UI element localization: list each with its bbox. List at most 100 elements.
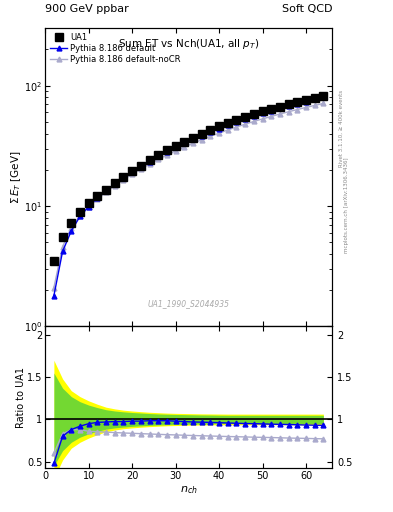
Pythia 8.186 default [252,113,256,119]
Pythia 8.186 default [77,214,82,220]
Text: 900 GeV ppbar: 900 GeV ppbar [45,4,129,14]
Text: Soft QCD: Soft QCD [282,4,332,14]
Pythia 8.186 default-noCR [269,113,274,119]
UA1 [51,258,56,264]
Pythia 8.186 default-noCR [217,130,221,136]
Y-axis label: $\Sigma\,E_T$ [GeV]: $\Sigma\,E_T$ [GeV] [9,151,23,204]
Pythia 8.186 default [208,129,213,135]
UA1 [252,111,256,117]
Text: UA1_1990_S2044935: UA1_1990_S2044935 [148,300,230,309]
Pythia 8.186 default [51,293,56,299]
Pythia 8.186 default [182,140,187,146]
UA1 [86,200,91,206]
Pythia 8.186 default-noCR [286,109,291,115]
Y-axis label: Ratio to UA1: Ratio to UA1 [16,367,26,428]
Text: Sum ET vs Nch(UA1, all $p_T$): Sum ET vs Nch(UA1, all $p_T$) [118,37,259,51]
Pythia 8.186 default-noCR [295,106,300,113]
Line: Pythia 8.186 default: Pythia 8.186 default [51,95,326,298]
Line: UA1: UA1 [50,92,327,265]
UA1 [295,99,300,105]
Pythia 8.186 default-noCR [60,244,65,250]
Pythia 8.186 default-noCR [69,225,73,231]
Pythia 8.186 default-noCR [104,189,108,196]
UA1 [77,208,82,215]
Line: Pythia 8.186 default-noCR: Pythia 8.186 default-noCR [51,101,326,290]
Pythia 8.186 default [191,136,195,142]
Pythia 8.186 default [147,159,152,165]
Pythia 8.186 default-noCR [86,204,91,210]
Pythia 8.186 default-noCR [243,121,248,127]
Pythia 8.186 default [277,105,282,112]
UA1 [234,117,239,123]
UA1 [104,187,108,194]
Legend: UA1, Pythia 8.186 default, Pythia 8.186 default-noCR: UA1, Pythia 8.186 default, Pythia 8.186 … [48,32,182,66]
Pythia 8.186 default [234,119,239,125]
UA1 [138,163,143,169]
Pythia 8.186 default-noCR [51,285,56,291]
Pythia 8.186 default [243,116,248,122]
Pythia 8.186 default-noCR [191,140,195,146]
Text: mcplots.cern.ch [arXiv:1306.3436]: mcplots.cern.ch [arXiv:1306.3436] [344,157,349,252]
Pythia 8.186 default-noCR [165,152,169,158]
Pythia 8.186 default-noCR [260,116,265,122]
UA1 [208,126,213,133]
Pythia 8.186 default-noCR [199,137,204,143]
UA1 [312,95,317,101]
Pythia 8.186 default-noCR [95,196,100,202]
Pythia 8.186 default-noCR [226,127,230,133]
UA1 [243,114,248,120]
Pythia 8.186 default [130,169,134,175]
Pythia 8.186 default-noCR [147,161,152,167]
Pythia 8.186 default [173,144,178,151]
Pythia 8.186 default [156,154,161,160]
Pythia 8.186 default [199,133,204,139]
UA1 [147,157,152,163]
UA1 [69,220,73,226]
Pythia 8.186 default [121,175,126,181]
Pythia 8.186 default [112,181,117,187]
Pythia 8.186 default-noCR [321,100,326,106]
UA1 [165,147,169,154]
UA1 [226,120,230,126]
Pythia 8.186 default-noCR [121,177,126,183]
UA1 [112,180,117,186]
UA1 [182,139,187,145]
UA1 [260,109,265,115]
Pythia 8.186 default [260,110,265,116]
Pythia 8.186 default [295,100,300,106]
UA1 [321,93,326,99]
Pythia 8.186 default [69,228,73,234]
UA1 [95,194,100,200]
Pythia 8.186 default [304,98,309,104]
Pythia 8.186 default-noCR [156,156,161,162]
UA1 [156,152,161,158]
Pythia 8.186 default-noCR [130,171,134,177]
Pythia 8.186 default [95,195,100,201]
Pythia 8.186 default [165,149,169,155]
UA1 [121,174,126,180]
X-axis label: $n_{ch}$: $n_{ch}$ [180,484,198,496]
Pythia 8.186 default-noCR [277,111,282,117]
UA1 [199,131,204,137]
Pythia 8.186 default-noCR [312,102,317,109]
Pythia 8.186 default-noCR [77,212,82,219]
Pythia 8.186 default-noCR [182,144,187,150]
Pythia 8.186 default [104,187,108,194]
Pythia 8.186 default [321,94,326,100]
Pythia 8.186 default [286,103,291,109]
Pythia 8.186 default-noCR [234,124,239,130]
UA1 [286,101,291,108]
Pythia 8.186 default-noCR [173,148,178,154]
Pythia 8.186 default [312,96,317,102]
UA1 [60,234,65,240]
Pythia 8.186 default-noCR [138,166,143,172]
Pythia 8.186 default [269,108,274,114]
Pythia 8.186 default [60,248,65,254]
Pythia 8.186 default [138,164,143,170]
Pythia 8.186 default-noCR [304,104,309,111]
UA1 [217,123,221,130]
UA1 [269,106,274,112]
UA1 [173,143,178,149]
Pythia 8.186 default [217,125,221,132]
Pythia 8.186 default-noCR [112,182,117,188]
